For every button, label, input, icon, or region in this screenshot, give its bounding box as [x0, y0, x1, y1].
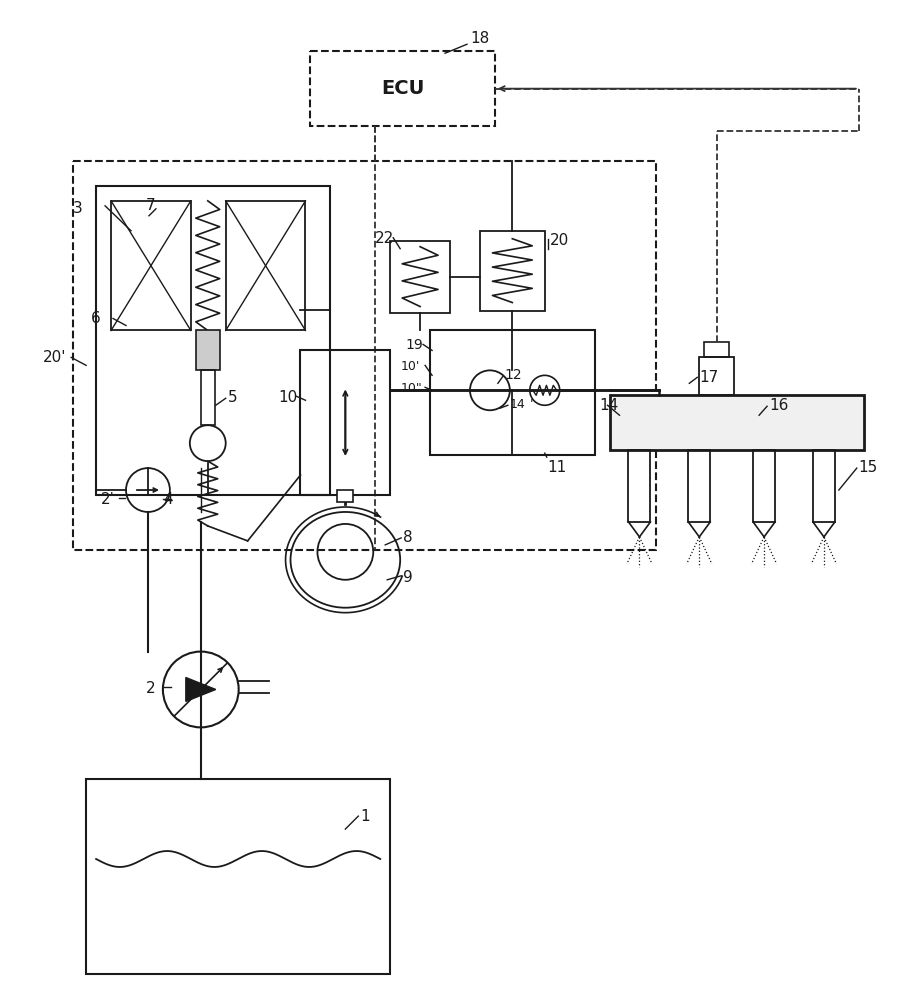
Bar	[201, 370, 215, 425]
Text: 5: 5	[227, 390, 238, 405]
Text: ': '	[530, 398, 533, 411]
Bar	[480, 231, 544, 311]
Text: 1: 1	[360, 809, 370, 824]
Text: 2: 2	[146, 681, 156, 696]
Bar	[87, 779, 391, 974]
Text: 14: 14	[510, 398, 526, 411]
Bar	[699, 357, 734, 395]
Bar	[430, 330, 595, 455]
Bar	[628, 450, 650, 522]
Text: 20': 20'	[43, 350, 66, 365]
Text: 6: 6	[91, 311, 101, 326]
Bar	[111, 201, 191, 330]
Text: 10': 10'	[401, 360, 420, 373]
Text: ECU: ECU	[381, 79, 425, 98]
Text: 14: 14	[600, 398, 619, 413]
Bar	[300, 350, 391, 495]
Bar	[226, 201, 306, 330]
Bar	[610, 395, 864, 450]
Text: 11: 11	[548, 460, 567, 475]
Text: 15: 15	[858, 460, 878, 475]
Text: 22: 22	[375, 231, 394, 246]
Text: 7: 7	[146, 198, 156, 213]
Polygon shape	[186, 678, 216, 701]
Bar	[688, 450, 710, 522]
Bar	[73, 161, 657, 550]
Text: 3: 3	[73, 201, 83, 216]
Bar	[753, 450, 775, 522]
Bar	[705, 342, 729, 357]
Text: 9: 9	[403, 570, 413, 585]
Bar	[813, 450, 834, 522]
Text: 19: 19	[405, 338, 423, 352]
Text: 4: 4	[163, 492, 172, 507]
Bar	[391, 241, 450, 313]
Bar	[196, 330, 220, 370]
Text: 2': 2'	[101, 492, 115, 507]
Text: 18: 18	[470, 31, 489, 46]
Bar	[337, 490, 354, 502]
Text: 20: 20	[550, 233, 569, 248]
Bar	[96, 186, 331, 495]
Text: 17: 17	[699, 370, 718, 385]
Text: 16: 16	[769, 398, 788, 413]
Bar	[310, 51, 495, 126]
Text: 8: 8	[403, 530, 413, 545]
Text: 10: 10	[278, 390, 297, 405]
Text: 10": 10"	[401, 382, 422, 395]
Text: 12: 12	[505, 368, 522, 382]
